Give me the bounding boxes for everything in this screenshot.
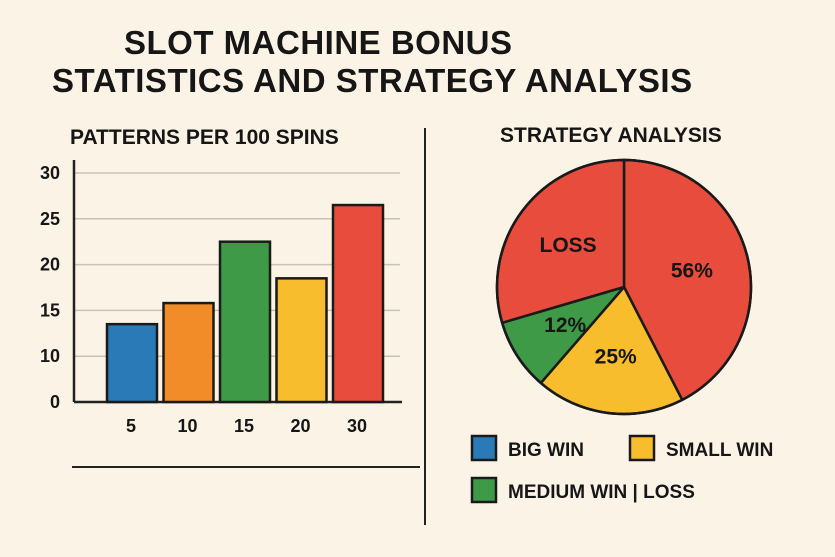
x-tick-label: 15 [234,416,254,436]
y-tick-label: 0 [50,392,60,412]
legend-label: BIG WIN [508,440,584,461]
y-tick-label: 25 [40,209,60,229]
legend-label: SMALL WIN [666,440,773,461]
y-tick-label: 15 [40,300,60,320]
y-tick-label: 10 [40,346,60,366]
legend-swatch [628,434,656,462]
y-tick-label: 20 [40,255,60,275]
chart-title-line-2: STATISTICS AND STRATEGY ANALYSIS [52,62,693,99]
pie-slice-label: LOSS [540,234,597,257]
legend-swatch [470,476,498,504]
bar-chart-title: PATTERNS PER 100 SPINS [70,126,339,149]
y-tick-label: 30 [40,163,60,183]
legend-swatch [470,434,498,462]
x-tick-label: 5 [126,416,136,436]
x-tick-label: 20 [290,416,310,436]
legend-label: MEDIUM WIN | LOSS [508,482,695,503]
pie-slice-label: 25% [595,345,637,368]
x-tick-label: 10 [177,416,197,436]
bar-20 [275,277,328,404]
pie-slice-label: 56% [671,260,713,283]
chart-title-line-1: SLOT MACHINE BONUS [124,24,513,61]
bar-10 [162,301,215,404]
bar-15 [218,240,272,404]
pie-slice-label: 12% [544,314,586,337]
bar-30 [331,203,385,404]
bar-5 [105,322,159,404]
pie-chart-title: STRATEGY ANALYSIS [500,124,722,147]
x-tick-label: 30 [347,416,367,436]
pie-outline [495,158,753,416]
